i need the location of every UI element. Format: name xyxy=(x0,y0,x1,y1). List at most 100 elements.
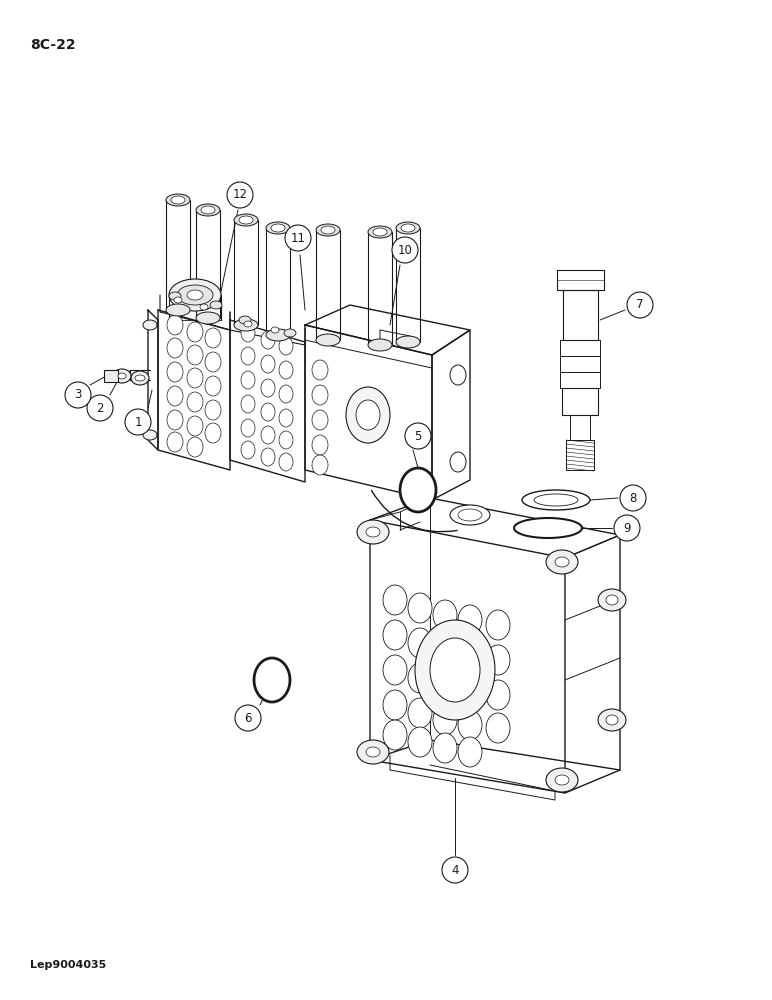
Ellipse shape xyxy=(239,316,251,324)
Ellipse shape xyxy=(396,336,420,348)
Ellipse shape xyxy=(458,710,482,740)
Ellipse shape xyxy=(196,204,220,216)
Ellipse shape xyxy=(450,505,490,525)
Ellipse shape xyxy=(167,338,183,358)
Text: 9: 9 xyxy=(623,522,631,534)
Ellipse shape xyxy=(546,550,578,574)
Text: 2: 2 xyxy=(96,401,103,414)
Ellipse shape xyxy=(346,387,390,443)
Ellipse shape xyxy=(131,371,149,385)
Ellipse shape xyxy=(312,410,328,430)
Ellipse shape xyxy=(261,448,275,466)
Ellipse shape xyxy=(486,680,510,710)
Ellipse shape xyxy=(196,312,220,324)
Ellipse shape xyxy=(234,214,258,226)
Ellipse shape xyxy=(135,375,145,381)
Ellipse shape xyxy=(177,285,213,305)
Ellipse shape xyxy=(205,352,221,372)
Ellipse shape xyxy=(187,322,203,342)
Ellipse shape xyxy=(408,663,432,693)
Ellipse shape xyxy=(234,319,258,331)
Ellipse shape xyxy=(316,334,340,346)
Circle shape xyxy=(614,515,640,541)
Ellipse shape xyxy=(450,365,466,385)
Ellipse shape xyxy=(239,216,253,224)
Ellipse shape xyxy=(166,304,190,316)
Text: 10: 10 xyxy=(398,243,412,256)
Ellipse shape xyxy=(433,670,457,700)
Ellipse shape xyxy=(167,315,183,335)
Ellipse shape xyxy=(430,638,480,702)
Ellipse shape xyxy=(312,360,328,380)
Ellipse shape xyxy=(187,345,203,365)
Text: Lep9004035: Lep9004035 xyxy=(30,960,107,970)
Ellipse shape xyxy=(546,768,578,792)
FancyBboxPatch shape xyxy=(104,370,118,382)
Ellipse shape xyxy=(241,347,255,365)
Ellipse shape xyxy=(408,727,432,757)
Ellipse shape xyxy=(458,509,482,521)
Ellipse shape xyxy=(606,595,618,605)
Ellipse shape xyxy=(514,518,582,538)
Ellipse shape xyxy=(408,593,432,623)
Ellipse shape xyxy=(167,432,183,452)
Ellipse shape xyxy=(279,385,293,403)
Ellipse shape xyxy=(486,713,510,743)
Ellipse shape xyxy=(261,355,275,373)
Ellipse shape xyxy=(368,226,392,238)
Ellipse shape xyxy=(241,419,255,437)
Ellipse shape xyxy=(187,392,203,412)
Text: 3: 3 xyxy=(74,388,82,401)
Ellipse shape xyxy=(279,453,293,471)
Ellipse shape xyxy=(312,455,328,475)
Ellipse shape xyxy=(271,224,285,232)
Ellipse shape xyxy=(143,320,157,330)
Ellipse shape xyxy=(167,410,183,430)
Ellipse shape xyxy=(606,715,618,725)
Ellipse shape xyxy=(396,222,420,234)
Ellipse shape xyxy=(357,740,389,764)
Ellipse shape xyxy=(321,226,335,234)
Ellipse shape xyxy=(433,733,457,763)
Ellipse shape xyxy=(383,655,407,685)
Ellipse shape xyxy=(169,292,181,300)
Ellipse shape xyxy=(458,640,482,670)
Ellipse shape xyxy=(486,610,510,640)
Ellipse shape xyxy=(458,675,482,705)
Ellipse shape xyxy=(312,435,328,455)
Text: 7: 7 xyxy=(636,298,644,312)
Text: 6: 6 xyxy=(244,712,252,724)
Ellipse shape xyxy=(408,628,432,658)
Ellipse shape xyxy=(366,747,380,757)
Ellipse shape xyxy=(113,369,131,383)
Ellipse shape xyxy=(241,371,255,389)
Ellipse shape xyxy=(433,600,457,630)
Ellipse shape xyxy=(357,520,389,544)
Text: 4: 4 xyxy=(452,863,459,876)
Circle shape xyxy=(235,705,261,731)
Ellipse shape xyxy=(271,327,279,333)
Ellipse shape xyxy=(458,605,482,635)
Ellipse shape xyxy=(312,385,328,405)
Circle shape xyxy=(442,857,468,883)
Circle shape xyxy=(87,395,113,421)
Ellipse shape xyxy=(522,490,590,510)
Ellipse shape xyxy=(598,589,626,611)
Text: 1: 1 xyxy=(134,416,142,428)
Ellipse shape xyxy=(316,224,340,236)
Ellipse shape xyxy=(401,224,415,232)
Ellipse shape xyxy=(174,297,182,303)
Ellipse shape xyxy=(254,658,290,702)
Ellipse shape xyxy=(368,339,392,351)
Ellipse shape xyxy=(261,331,275,349)
Ellipse shape xyxy=(118,373,126,379)
Ellipse shape xyxy=(205,328,221,348)
Ellipse shape xyxy=(210,301,222,309)
Ellipse shape xyxy=(415,620,495,720)
Ellipse shape xyxy=(555,775,569,785)
Ellipse shape xyxy=(486,645,510,675)
Ellipse shape xyxy=(408,698,432,728)
Ellipse shape xyxy=(383,585,407,615)
Circle shape xyxy=(627,292,653,318)
Ellipse shape xyxy=(266,329,290,341)
